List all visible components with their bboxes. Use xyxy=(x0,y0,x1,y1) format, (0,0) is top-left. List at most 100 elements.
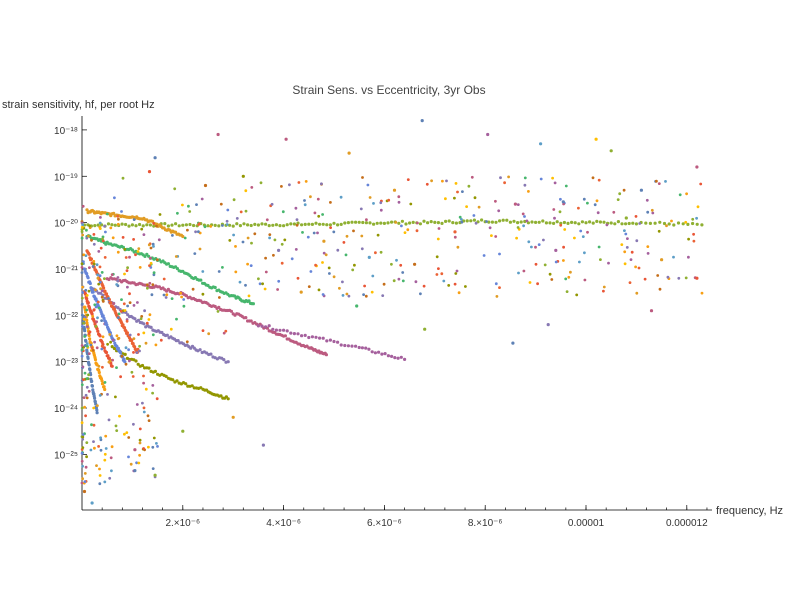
cloud-point xyxy=(672,255,675,259)
series-point xyxy=(134,224,138,228)
cloud-point xyxy=(597,178,601,182)
cloud-point xyxy=(100,289,104,293)
y-tick-label: 10⁻²² xyxy=(55,311,79,322)
cloud-point xyxy=(148,281,152,285)
cloud-point xyxy=(602,289,605,293)
cloud-point xyxy=(363,284,366,288)
cloud-point xyxy=(321,261,324,264)
series-point xyxy=(163,222,167,226)
cloud-point xyxy=(548,272,552,276)
cloud-point xyxy=(474,221,478,225)
series-point xyxy=(102,346,106,350)
series-point xyxy=(451,221,455,225)
cloud-point xyxy=(127,455,130,459)
series-point xyxy=(570,220,574,224)
cloud-point xyxy=(201,329,205,332)
cloud-point xyxy=(145,321,149,325)
cloud-point xyxy=(138,453,142,457)
cloud-point xyxy=(629,258,633,261)
cloud-point xyxy=(159,338,163,342)
series-point xyxy=(93,224,97,228)
cloud-point xyxy=(635,239,639,243)
cloud-point xyxy=(569,270,572,274)
series-point xyxy=(662,221,667,226)
cloud-point xyxy=(125,319,129,323)
series-point xyxy=(292,332,296,336)
series-point xyxy=(303,333,307,337)
cloud-point xyxy=(309,195,312,199)
cloud-point xyxy=(499,176,502,180)
cloud-point xyxy=(523,183,527,187)
cloud-point xyxy=(103,224,106,228)
scatter-point xyxy=(420,119,424,123)
series-point xyxy=(584,221,588,225)
cloud-point xyxy=(122,302,126,306)
cloud-point xyxy=(100,319,103,322)
cloud-point xyxy=(442,279,446,283)
cloud-point xyxy=(83,472,87,475)
x-axis-title: frequency, Hz xyxy=(716,505,783,517)
cloud-point xyxy=(155,397,159,401)
scatter-point xyxy=(284,137,288,141)
series-point xyxy=(386,354,390,358)
cloud-point xyxy=(116,214,120,218)
cloud-point xyxy=(522,224,525,228)
cloud-point xyxy=(687,237,690,241)
cloud-point xyxy=(341,294,345,297)
cloud-point xyxy=(332,275,336,279)
cloud-point xyxy=(244,189,248,193)
cloud-point xyxy=(87,352,91,355)
cloud-point xyxy=(145,283,149,287)
series-point xyxy=(90,379,94,383)
cloud-point xyxy=(322,251,326,255)
cloud-point xyxy=(250,241,253,245)
series-point xyxy=(271,223,275,227)
series-point xyxy=(140,363,145,368)
series-point xyxy=(303,222,307,226)
series-point xyxy=(332,339,336,344)
series-point xyxy=(307,222,311,226)
cloud-point xyxy=(113,196,116,200)
cloud-point xyxy=(80,348,84,352)
cloud-point xyxy=(338,286,341,290)
cloud-point xyxy=(114,395,117,399)
cloud-point xyxy=(95,464,98,467)
cloud-point xyxy=(143,309,147,313)
cloud-point xyxy=(394,221,398,224)
series-point xyxy=(426,221,430,225)
series-point xyxy=(260,222,264,226)
cloud-point xyxy=(107,418,111,422)
cloud-point xyxy=(80,481,84,485)
cloud-point xyxy=(577,206,580,210)
series-point xyxy=(166,262,170,266)
cloud-point xyxy=(83,335,87,338)
cloud-point xyxy=(142,381,146,385)
cloud-point xyxy=(103,458,107,462)
cloud-point xyxy=(80,344,84,347)
cloud-point xyxy=(96,273,99,277)
series-point xyxy=(98,334,102,338)
series-point xyxy=(86,356,90,360)
cloud-point xyxy=(360,247,364,251)
cloud-point xyxy=(123,432,126,436)
cloud-point xyxy=(92,440,95,443)
series-point xyxy=(85,208,89,212)
cloud-point xyxy=(268,236,271,240)
cloud-point xyxy=(516,203,520,207)
cloud-point xyxy=(92,262,96,266)
series-point xyxy=(213,285,217,290)
cloud-point xyxy=(92,233,96,236)
series-point xyxy=(653,221,657,225)
cloud-point xyxy=(218,296,221,299)
cloud-point xyxy=(137,247,141,251)
cloud-point xyxy=(523,176,527,180)
cloud-point xyxy=(347,294,351,298)
cloud-point xyxy=(209,225,213,228)
cloud-point xyxy=(148,264,151,267)
series-point xyxy=(289,331,293,335)
cloud-point xyxy=(99,216,102,219)
series-point xyxy=(171,378,175,382)
cloud-point xyxy=(664,180,667,183)
cloud-point xyxy=(646,245,650,249)
series-point xyxy=(307,335,311,340)
